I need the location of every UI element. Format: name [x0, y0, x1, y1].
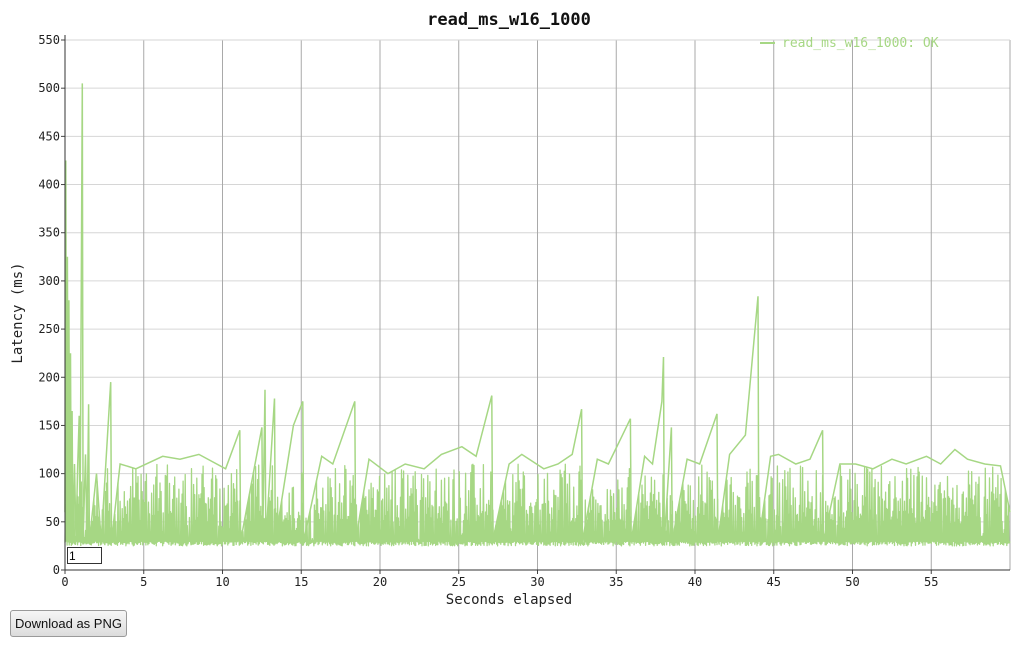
y-tick-label: 300 — [38, 274, 60, 288]
series-layer — [64, 83, 1011, 547]
legend-label: read_ms_w16_1000: OK — [782, 36, 939, 51]
x-tick-label: 30 — [530, 575, 544, 589]
x-tick-label: 35 — [609, 575, 623, 589]
x-axis-label: Seconds elapsed — [446, 592, 572, 608]
x-tick-labels: 0 5 10 15 20 25 30 35 40 45 50 55 — [61, 575, 938, 589]
x-tick-label: 55 — [924, 575, 938, 589]
x-tick-label: 45 — [767, 575, 781, 589]
x-tick-label: 15 — [294, 575, 308, 589]
x-tick-label: 0 — [61, 575, 68, 589]
y-tick-label: 450 — [38, 129, 60, 143]
chart-title: read_ms_w16_1000 — [427, 10, 591, 30]
grid — [61, 39, 1011, 574]
x-tick-label: 5 — [140, 575, 147, 589]
y-tick-label: 0 — [53, 563, 60, 577]
x-tick-label: 10 — [215, 575, 229, 589]
y-tick-label: 500 — [38, 81, 60, 95]
x-tick-label: 50 — [845, 575, 859, 589]
y-tick-label: 150 — [38, 418, 60, 432]
y-tick-label: 100 — [38, 467, 60, 481]
y-tick-label: 550 — [38, 33, 60, 47]
y-tick-label: 200 — [38, 370, 60, 384]
x-tick-label: 25 — [452, 575, 466, 589]
y-axis-label: Latency (ms) — [10, 262, 26, 363]
y-tick-label: 50 — [46, 515, 60, 529]
series-line-texture — [64, 463, 1011, 547]
download-png-button[interactable]: Download as PNG — [10, 610, 127, 637]
y-tick-label: 250 — [38, 322, 60, 336]
series-line — [64, 83, 1011, 544]
legend: read_ms_w16_1000: OK — [760, 36, 939, 51]
y-tick-labels: 0 50 100 150 200 250 300 350 400 450 500 550 — [38, 33, 60, 577]
y-tick-label: 350 — [38, 226, 60, 240]
rolling-period-input[interactable] — [67, 547, 102, 564]
y-tick-label: 400 — [38, 178, 60, 192]
axes — [64, 35, 1010, 571]
x-tick-label: 40 — [688, 575, 702, 589]
x-tick-label: 20 — [373, 575, 387, 589]
